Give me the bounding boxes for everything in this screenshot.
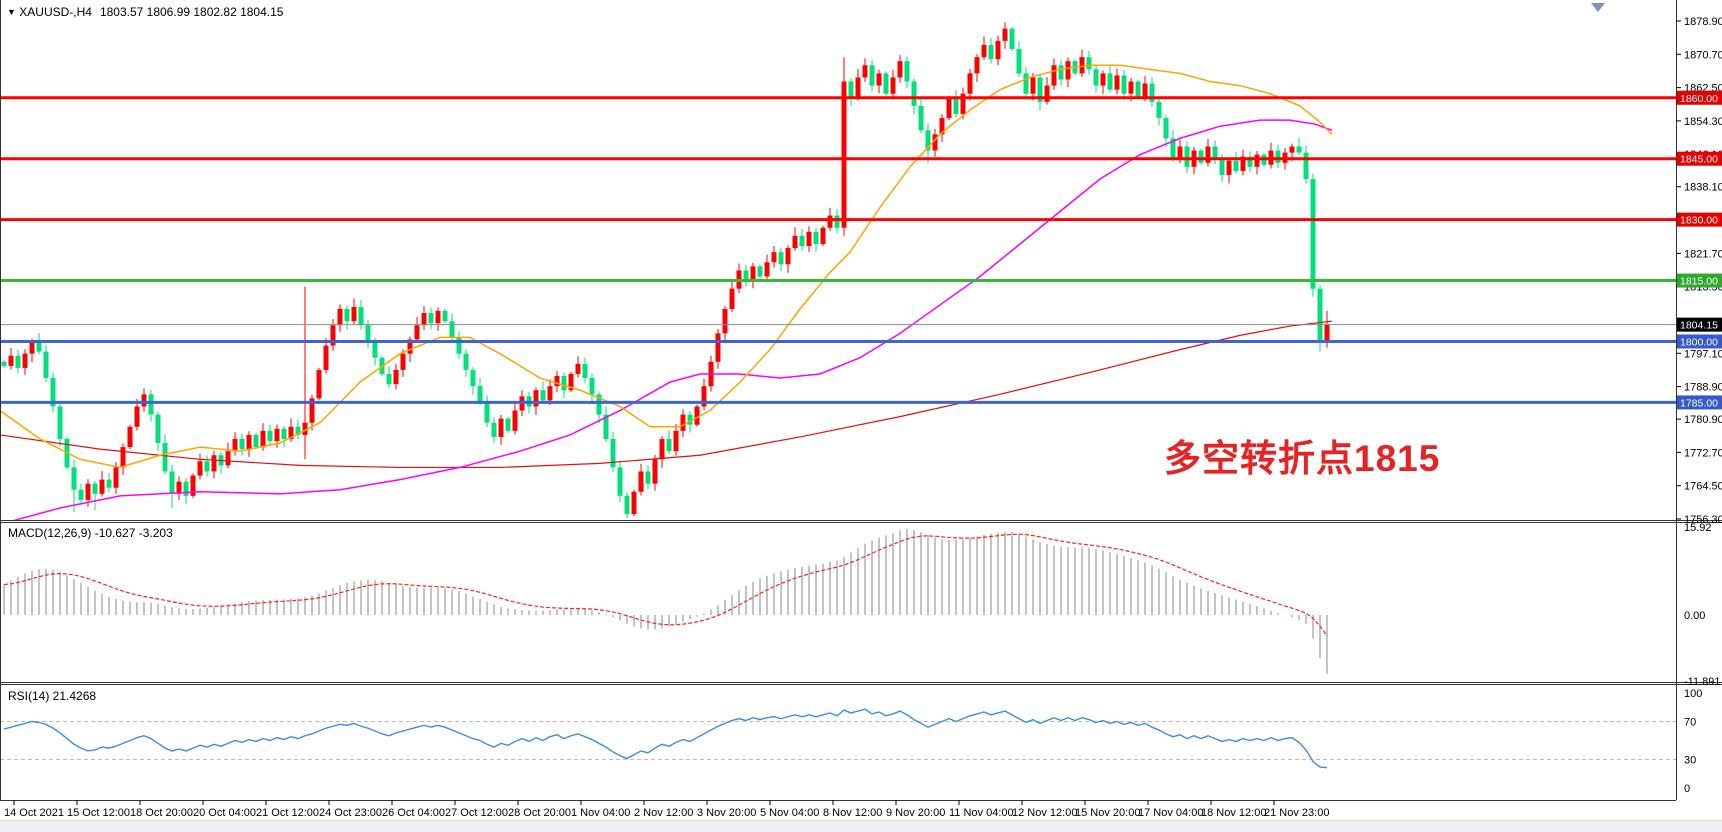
price-axis[interactable]: 1878.901870.701862.501854.301846.101838.… [1676,16,1722,795]
symbol-timeframe-label: XAUUSD-,H4 [19,5,92,19]
time-tick-label: 3 Nov 20:00 [697,807,756,819]
price-tick-label: 1854.30 [1684,116,1722,128]
time-tick-label: 18 Oct 20:00 [130,807,193,819]
time-tick-label: 26 Oct 04:00 [382,807,445,819]
time-tick-label: 15 Nov 20:00 [1075,807,1140,819]
price-tick-label: 1756.30 [1684,514,1722,526]
macd-axis-label: -11.891 [1684,676,1721,688]
price-level-badge [1677,273,1722,288]
time-tick-label: 20 Oct 04:00 [193,807,256,819]
time-tick-label: 18 Nov 12:00 [1201,807,1266,819]
time-tick-label: 27 Oct 12:00 [445,807,508,819]
price-tick-label: 1821.70 [1684,248,1722,260]
price-tick-label: 1764.50 [1684,481,1722,493]
price-tick-label: 1780.90 [1684,414,1722,426]
price-level-badge [1677,334,1722,349]
price-tick-label: 1788.90 [1684,382,1722,394]
time-tick-label: 17 Nov 04:00 [1138,807,1203,819]
price-tick-label: 1870.70 [1684,49,1722,61]
time-tick-label: 14 Oct 2021 [4,807,64,819]
rsi-axis-label: 0 [1684,783,1690,795]
time-tick-label: 5 Nov 04:00 [760,807,819,819]
time-tick-label: 24 Oct 23:00 [319,807,382,819]
chart-annotation-text: 多空转折点1815 [1164,438,1441,479]
panel-separators [0,0,1722,801]
time-tick-label: 1 Nov 04:00 [571,807,630,819]
rsi-panel[interactable] [0,708,1676,769]
price-tick-label: 1878.90 [1684,16,1722,28]
price-badge-label: 1830.00 [1680,215,1718,227]
symbol-header: ▼ XAUUSD-,H4 1803.57 1806.99 1802.82 1804… [7,5,283,19]
macd-panel[interactable] [3,528,1328,674]
time-tick-label: 2 Nov 12:00 [634,807,693,819]
macd-axis-label: 0.00 [1684,610,1705,622]
macd-indicator-label: MACD(12,26,9) -10.627 -3.203 [8,526,173,540]
support-resistance-lines[interactable] [0,96,1676,404]
price-badge-label: 1804.15 [1680,320,1718,332]
price-level-badge [1677,395,1722,410]
time-tick-label: 21 Nov 23:00 [1264,807,1329,819]
rsi-axis-label: 70 [1684,717,1696,729]
time-tick-label: 8 Nov 12:00 [823,807,882,819]
time-axis[interactable]: 14 Oct 2021 15 Oct 12:00 18 Oct 20:00 20 Oc… [4,800,1329,819]
ohlc-values: 1803.57 1806.99 1802.82 1804.15 [99,5,284,19]
chart-shift-marker-icon [1591,3,1605,12]
time-tick-label: 9 Nov 20:00 [886,807,945,819]
time-tick-label: 11 Nov 04:00 [949,807,1014,819]
price-badge-label: 1860.00 [1680,93,1718,105]
price-level-badge [1677,90,1722,105]
time-tick-label: 12 Nov 12:00 [1012,807,1077,819]
price-level-badge [1677,151,1722,166]
price-level-badge [1677,212,1722,227]
price-badge-label: 1800.00 [1680,336,1718,348]
price-level-badge [1677,317,1722,332]
rsi-axis-label: 30 [1684,755,1696,767]
macd-axis-label: 15.92 [1684,522,1712,534]
time-tick-label: 21 Oct 12:00 [256,807,319,819]
price-badge-label: 1815.00 [1680,276,1718,288]
price-badge-label: 1845.00 [1680,154,1718,166]
collapse-ohlc-icon[interactable]: ▼ [7,7,16,17]
rsi-indicator-label: RSI(14) 21.4268 [8,689,97,703]
window-bottom-strip [0,820,1722,832]
rsi-axis-label: 100 [1684,688,1702,700]
time-tick-label: 15 Oct 12:00 [67,807,130,819]
main-price-panel[interactable] [0,22,1333,524]
price-tick-label: 1772.70 [1684,447,1722,459]
price-badge-label: 1785.00 [1680,397,1718,409]
price-tick-label: 1838.10 [1684,182,1722,194]
time-tick-label: 28 Oct 20:00 [508,807,571,819]
price-tick-label: 1797.10 [1684,348,1722,360]
